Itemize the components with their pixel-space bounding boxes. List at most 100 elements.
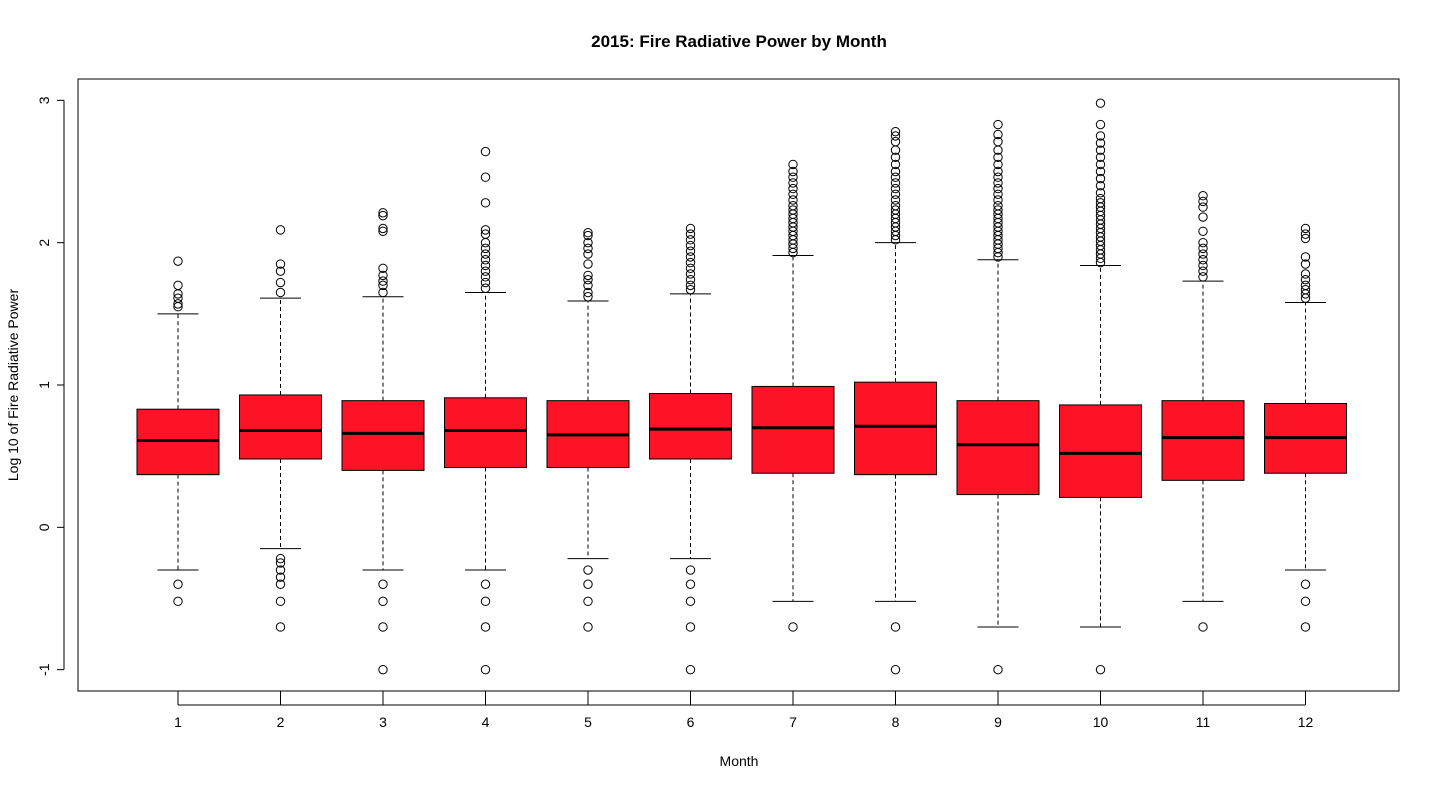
outlier-point	[275, 266, 286, 276]
outlier-point	[685, 263, 696, 273]
outlier-point	[378, 276, 388, 286]
outlier-point	[685, 274, 696, 285]
outlier-point	[685, 664, 696, 675]
x-tick-label: 2	[277, 714, 285, 730]
x-tick-label: 11	[1196, 714, 1211, 730]
outlier-point	[583, 292, 593, 302]
outlier-point	[583, 565, 593, 575]
outlier-point	[378, 210, 388, 221]
outlier-point	[173, 256, 183, 266]
x-tick-label: 7	[789, 714, 797, 730]
outlier-point	[890, 664, 901, 675]
outlier-point	[1300, 274, 1311, 285]
outlier-point	[890, 136, 901, 147]
box-month-2	[239, 225, 322, 632]
iqr-box	[956, 400, 1040, 496]
outlier-point	[993, 159, 1003, 170]
outlier-point	[685, 269, 696, 279]
outlier-point	[890, 183, 901, 194]
outlier-point	[1198, 196, 1208, 207]
outlier-point	[1198, 255, 1208, 265]
outlier-point	[1095, 145, 1106, 155]
outlier-point	[1095, 198, 1106, 208]
outlier-point	[275, 277, 286, 288]
box-month-9	[956, 119, 1040, 675]
x-tick-label: 6	[687, 714, 695, 730]
outlier-point	[275, 622, 286, 632]
outlier-point	[890, 178, 901, 188]
outlier-point	[685, 257, 696, 268]
outlier-point	[1300, 596, 1311, 607]
outlier-point	[1095, 138, 1106, 148]
outlier-point	[583, 249, 593, 259]
outlier-point	[275, 287, 286, 298]
x-tick-label: 3	[379, 714, 387, 730]
outlier-point	[583, 622, 593, 632]
x-tick-label: 10	[1093, 714, 1109, 730]
outlier-point	[993, 178, 1003, 188]
outlier-point	[890, 126, 901, 137]
outlier-point	[275, 225, 286, 235]
outlier-point	[480, 237, 491, 248]
outlier-point	[480, 283, 491, 293]
outlier-point	[173, 280, 183, 291]
outlier-point	[480, 622, 491, 632]
outlier-point	[1198, 622, 1208, 632]
box-month-3	[341, 208, 425, 675]
iqr-box	[751, 385, 835, 474]
outlier-point	[173, 579, 183, 589]
outlier-point	[378, 223, 388, 234]
outlier-point	[890, 195, 901, 205]
x-tick-label: 9	[994, 714, 1002, 730]
outlier-point	[378, 664, 388, 675]
outlier-point	[480, 255, 491, 265]
outlier-point	[480, 249, 491, 259]
x-tick-label: 12	[1298, 714, 1314, 730]
outlier-point	[378, 263, 388, 273]
outlier-point	[685, 240, 696, 251]
outlier-point	[890, 172, 901, 182]
outlier-point	[788, 178, 798, 188]
outlier-point	[1300, 579, 1311, 589]
outlier-point	[685, 229, 696, 239]
outlier-point	[685, 252, 696, 262]
outlier-point	[378, 270, 388, 281]
x-tick-label: 5	[584, 714, 592, 730]
outlier-point	[480, 243, 491, 254]
outlier-point	[993, 119, 1003, 130]
outlier-point	[275, 259, 286, 269]
outlier-point	[275, 596, 286, 607]
outlier-point	[480, 198, 491, 208]
outlier-point	[890, 205, 901, 215]
outlier-point	[480, 172, 491, 182]
box-month-11	[1161, 191, 1245, 632]
outlier-point	[480, 664, 491, 675]
outlier-point	[685, 284, 696, 295]
outlier-point	[1198, 272, 1208, 282]
outlier-point	[1095, 166, 1106, 177]
x-axis-label: Month	[720, 753, 759, 769]
outlier-point	[378, 208, 388, 218]
outlier-point	[1300, 229, 1311, 239]
outlier-point	[275, 565, 286, 575]
outlier-point	[1198, 237, 1208, 248]
outlier-point	[480, 596, 491, 607]
outlier-point	[788, 183, 798, 194]
outlier-point	[1198, 260, 1208, 271]
outlier-point	[685, 622, 696, 632]
outlier-point	[1198, 226, 1208, 236]
iqr-box	[341, 400, 425, 471]
iqr-box	[649, 393, 732, 460]
outlier-point	[890, 200, 901, 211]
outlier-point	[1300, 622, 1311, 632]
outlier-point	[583, 243, 593, 254]
outlier-point	[480, 579, 491, 589]
boxes-group	[136, 98, 1347, 675]
outlier-point	[583, 579, 593, 589]
outlier-point	[275, 558, 286, 568]
box-month-1	[136, 256, 220, 607]
outlier-point	[993, 195, 1003, 205]
outlier-point	[480, 277, 491, 288]
box-month-10	[1059, 98, 1142, 675]
outlier-point	[890, 622, 901, 632]
